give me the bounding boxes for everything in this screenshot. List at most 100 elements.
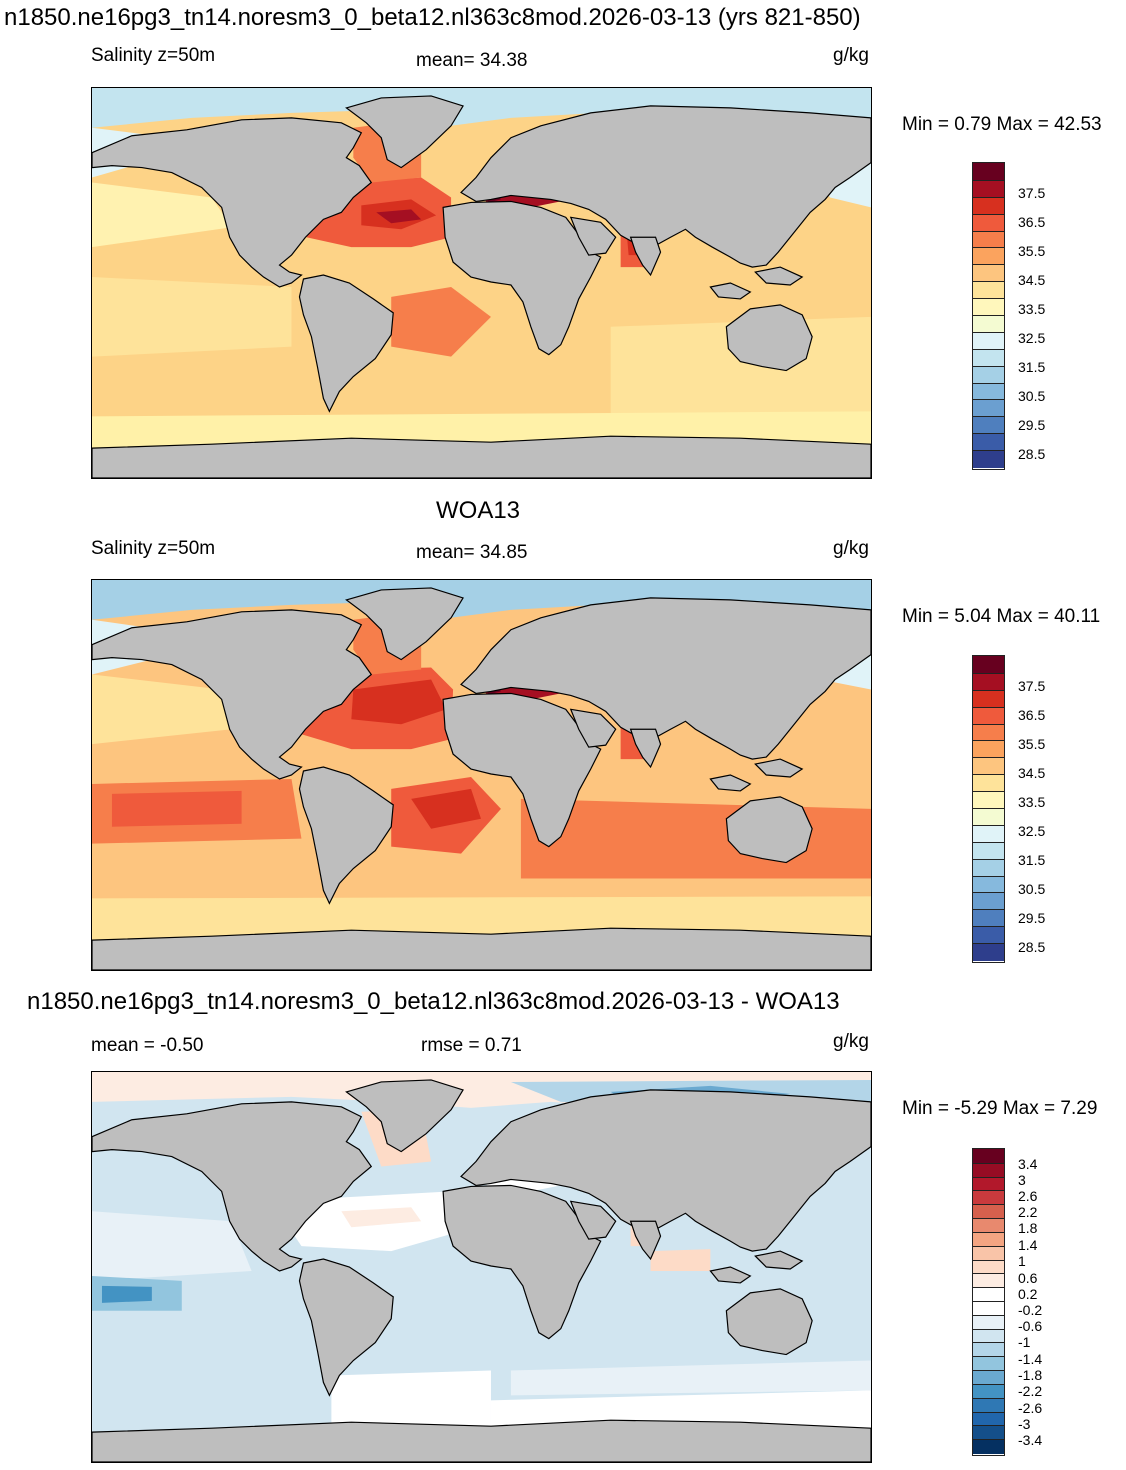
colorbar-swatch [973, 706, 1004, 725]
colorbar-obs-swatches [972, 655, 1005, 963]
colorbar-swatch [973, 230, 1004, 249]
colorbar-swatch [973, 1342, 1004, 1358]
colorbar-swatch [973, 723, 1004, 742]
colorbar-diff: 3.4 3 2.6 2.2 1.8 1.4 1 0.6 0.2 -0.2 -0.… [972, 1148, 1042, 1456]
colorbar-model-swatches [972, 162, 1005, 470]
colorbar-swatch [973, 1162, 1004, 1178]
units-label-model: g/kg [833, 45, 869, 66]
colorbar-tick: 1.4 [1018, 1237, 1038, 1253]
panel-title-obs: WOA13 [436, 497, 521, 524]
colorbar-tick: -3.4 [1018, 1432, 1043, 1448]
colorbar-swatch [973, 892, 1004, 911]
mean-label-diff: mean = -0.50 [91, 1035, 204, 1056]
colorbar-swatch [973, 1176, 1004, 1192]
colorbar-obs: 37.5 36.5 35.5 34.5 33.5 32.5 31.5 30.5 … [972, 655, 1045, 963]
colorbar-swatch [973, 1397, 1004, 1413]
colorbar-tick: 33.5 [1018, 794, 1046, 810]
colorbar-model: 37.5 36.5 35.5 34.5 33.5 32.5 31.5 30.5 … [972, 162, 1045, 470]
mean-label-model: mean= 34.38 [416, 50, 528, 71]
colorbar-swatch [973, 382, 1004, 401]
colorbar-swatch [973, 1383, 1004, 1399]
colorbar-tick: 1 [1018, 1253, 1026, 1269]
colorbar-tick: -3 [1018, 1416, 1031, 1432]
colorbar-tick: 34.5 [1018, 765, 1046, 781]
colorbar-swatch [973, 740, 1004, 759]
colorbar-swatch [973, 433, 1004, 452]
colorbar-swatch [973, 1356, 1004, 1372]
units-label-diff: g/kg [833, 1031, 869, 1052]
colorbar-swatch [973, 858, 1004, 877]
colorbar-tick: 31.5 [1018, 852, 1046, 868]
colorbar-swatch [973, 1439, 1004, 1455]
minmax-label-model: Min = 0.79 Max = 42.53 [902, 114, 1102, 135]
panel-title-diff: n1850.ne16pg3_tn14.noresm3_0_beta12.nl36… [27, 988, 840, 1015]
colorbar-tick: 3 [1018, 1172, 1026, 1188]
colorbar-diff-swatches [972, 1148, 1005, 1456]
field-label-model: Salinity z=50m [91, 45, 216, 66]
colorbar-tick: 3.4 [1018, 1156, 1038, 1172]
panel-title-model: n1850.ne16pg3_tn14.noresm3_0_beta12.nl36… [4, 4, 861, 31]
colorbar-swatch [973, 1245, 1004, 1261]
colorbar-swatch [973, 1287, 1004, 1303]
colorbar-swatch [973, 1273, 1004, 1289]
colorbar-tick: 31.5 [1018, 359, 1046, 375]
colorbar-tick: 37.5 [1018, 185, 1046, 201]
colorbar-swatch [973, 365, 1004, 384]
colorbar-swatch [973, 179, 1004, 198]
colorbar-swatch [973, 1370, 1004, 1386]
colorbar-swatch [973, 196, 1004, 215]
colorbar-tick: 35.5 [1018, 243, 1046, 259]
colorbar-swatch [973, 824, 1004, 843]
colorbar-tick: 2.6 [1018, 1188, 1038, 1204]
colorbar-swatch [973, 1411, 1004, 1427]
colorbar-tick: 37.5 [1018, 678, 1046, 694]
colorbar-swatch [973, 808, 1004, 826]
colorbar-tick: -0.6 [1018, 1318, 1043, 1334]
units-label-obs: g/kg [833, 538, 869, 559]
colorbar-swatch [973, 1259, 1004, 1275]
colorbar-tick: 30.5 [1018, 881, 1046, 897]
colorbar-swatch [973, 1425, 1004, 1441]
colorbar-swatch [973, 1231, 1004, 1247]
colorbar-swatch [973, 757, 1004, 776]
colorbar-tick: -1.4 [1018, 1351, 1043, 1367]
colorbar-swatch [973, 348, 1004, 367]
colorbar-tick: -2.2 [1018, 1383, 1043, 1399]
colorbar-tick: -0.2 [1018, 1302, 1043, 1318]
colorbar-swatch [973, 943, 1004, 962]
colorbar-swatch [973, 1301, 1004, 1316]
colorbar-swatch [973, 791, 1004, 810]
colorbar-tick: 28.5 [1018, 446, 1046, 462]
colorbar-tick: 33.5 [1018, 301, 1046, 317]
map-model [91, 87, 872, 479]
colorbar-swatch [973, 450, 1004, 469]
colorbar-swatch [973, 875, 1004, 894]
colorbar-swatch [973, 163, 1004, 180]
colorbar-tick: 36.5 [1018, 214, 1046, 230]
colorbar-tick: 28.5 [1018, 939, 1046, 955]
colorbar-swatch [973, 1190, 1004, 1206]
colorbar-tick: 0.6 [1018, 1270, 1038, 1286]
colorbar-tick: 32.5 [1018, 330, 1046, 346]
colorbar-swatch [973, 926, 1004, 945]
colorbar-tick: -2.6 [1018, 1400, 1043, 1416]
colorbar-swatch [973, 213, 1004, 232]
colorbar-tick: 36.5 [1018, 707, 1046, 723]
colorbar-swatch [973, 264, 1004, 283]
colorbar-tick: 29.5 [1018, 910, 1046, 926]
colorbar-swatch [973, 331, 1004, 350]
colorbar-tick: 35.5 [1018, 736, 1046, 752]
colorbar-swatch [973, 909, 1004, 928]
map-diff [91, 1071, 872, 1463]
colorbar-tick: -1.8 [1018, 1367, 1043, 1383]
colorbar-swatch [973, 416, 1004, 435]
colorbar-tick: 1.8 [1018, 1220, 1038, 1236]
colorbar-swatch [973, 1218, 1004, 1234]
colorbar-swatch [973, 281, 1004, 300]
colorbar-swatch [973, 672, 1004, 691]
colorbar-swatch [973, 298, 1004, 317]
colorbar-tick: 29.5 [1018, 417, 1046, 433]
colorbar-swatch [973, 841, 1004, 860]
field-label-obs: Salinity z=50m [91, 538, 216, 559]
colorbar-swatch [973, 774, 1004, 793]
